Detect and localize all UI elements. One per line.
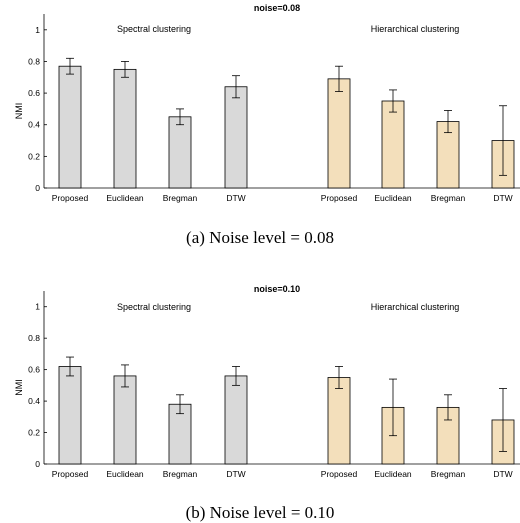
bar — [58, 366, 82, 465]
bar — [327, 377, 351, 465]
category-label: Proposed — [52, 469, 89, 479]
y-tick-label: 0 — [35, 459, 40, 469]
figure-caption: (b) Noise level = 0.10 — [186, 503, 335, 522]
chart-title: noise=0.10 — [254, 284, 300, 294]
chart-title: noise=0.08 — [254, 3, 300, 13]
y-tick-label: 0 — [35, 183, 40, 193]
y-tick-label: 0.2 — [28, 428, 40, 438]
bar — [113, 68, 137, 189]
chart-panel-1: 0 0.2 0.4 0.6 0.8 1 NMI noise=0.08 Spectral clus… — [14, 3, 520, 247]
category-label: DTW — [226, 193, 245, 203]
y-tick-label: 1 — [35, 25, 40, 35]
bar — [224, 375, 248, 465]
category-label: Euclidean — [374, 193, 412, 203]
group-label: Hierarchical clustering — [371, 24, 460, 34]
category-label: DTW — [493, 469, 512, 479]
figure-caption: (a) Noise level = 0.08 — [186, 228, 334, 247]
category-label: Proposed — [321, 193, 358, 203]
bar — [381, 100, 405, 189]
group-label: Spectral clustering — [117, 302, 191, 312]
category-label: Bregman — [163, 193, 198, 203]
group-label: Hierarchical clustering — [371, 302, 460, 312]
y-tick-label: 1 — [35, 302, 40, 312]
y-tick-label: 0.4 — [28, 120, 40, 130]
category-label: DTW — [493, 193, 512, 203]
category-label: Proposed — [52, 193, 89, 203]
bar — [113, 375, 137, 465]
y-axis-label: NMI — [14, 103, 24, 120]
bar — [58, 65, 82, 189]
y-tick-label: 0.6 — [28, 88, 40, 98]
category-label: DTW — [226, 469, 245, 479]
group-label: Spectral clustering — [117, 24, 191, 34]
category-label: Bregman — [431, 193, 466, 203]
category-label: Proposed — [321, 469, 358, 479]
y-tick-label: 0.8 — [28, 333, 40, 343]
y-tick-label: 0.2 — [28, 151, 40, 161]
category-label: Euclidean — [374, 469, 412, 479]
y-axis-label: NMI — [14, 379, 24, 396]
category-label: Bregman — [431, 469, 466, 479]
bar — [168, 116, 192, 189]
bar — [224, 86, 248, 189]
y-tick-label: 0.8 — [28, 56, 40, 66]
category-label: Euclidean — [106, 193, 144, 203]
category-label: Bregman — [163, 469, 198, 479]
chart-panel-2: 0 0.2 0.4 0.6 0.8 1 NMI noise=0.10 Spectral clus… — [14, 284, 520, 522]
y-tick-label: 0.6 — [28, 365, 40, 375]
bar — [327, 78, 351, 189]
category-label: Euclidean — [106, 469, 144, 479]
y-tick-label: 0.4 — [28, 396, 40, 406]
